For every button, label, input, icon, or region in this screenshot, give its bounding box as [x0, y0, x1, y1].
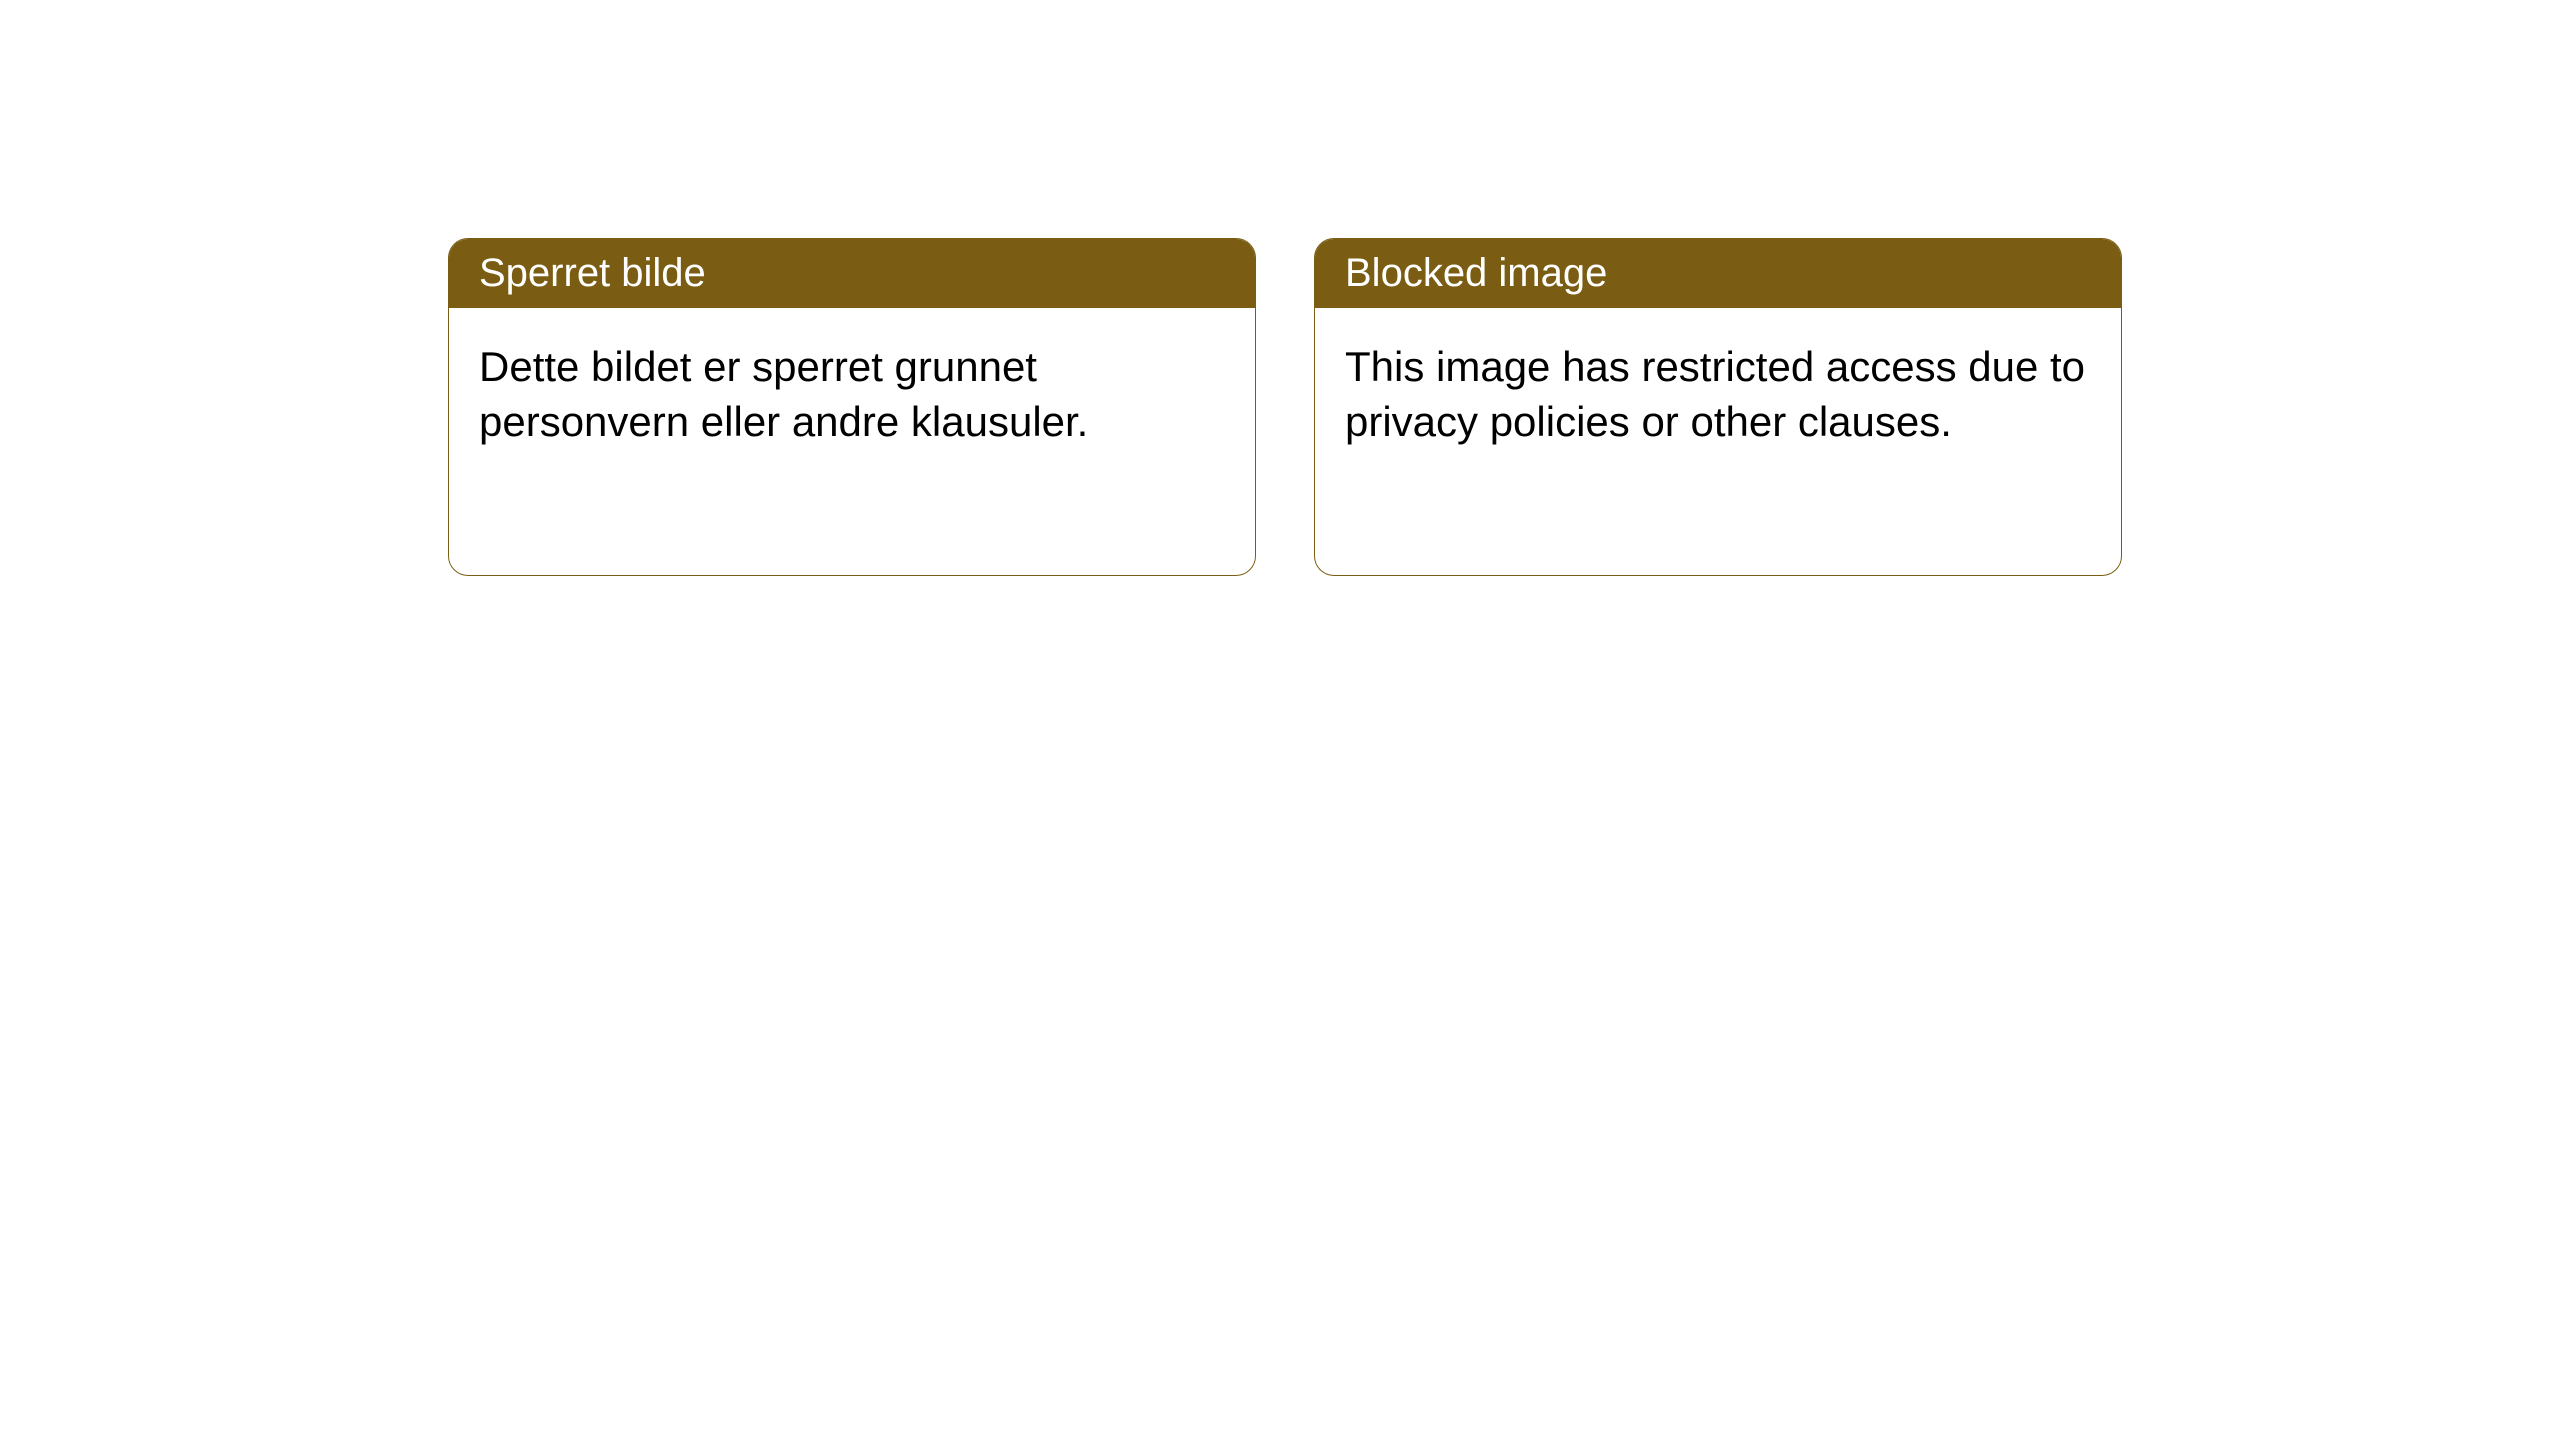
card-header-en: Blocked image [1315, 239, 2121, 308]
blocked-image-card-no: Sperret bilde Dette bildet er sperret gr… [448, 238, 1256, 576]
card-body-no: Dette bildet er sperret grunnet personve… [449, 308, 1255, 481]
card-header-no: Sperret bilde [449, 239, 1255, 308]
card-body-en: This image has restricted access due to … [1315, 308, 2121, 481]
blocked-image-card-en: Blocked image This image has restricted … [1314, 238, 2122, 576]
cards-container: Sperret bilde Dette bildet er sperret gr… [448, 238, 2122, 576]
